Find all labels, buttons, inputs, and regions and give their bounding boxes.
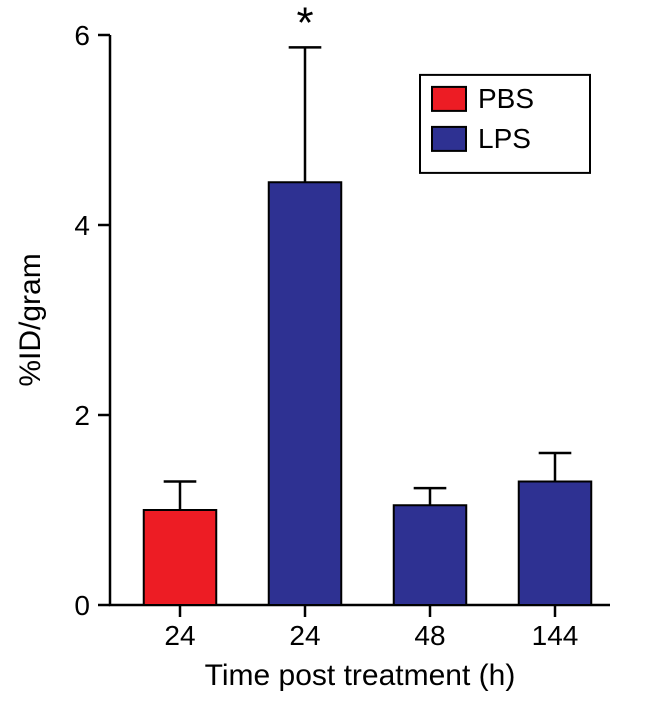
y-tick-label: 2 [74,400,90,431]
legend-label: PBS [478,83,534,114]
x-axis-title: Time post treatment (h) [205,659,516,692]
significance-marker: * [296,0,313,47]
y-axis-title: %ID/gram [14,253,47,386]
x-tick-label: 24 [289,620,320,651]
bar-pbs-24 [144,510,217,605]
y-tick-label: 6 [74,20,90,51]
legend-swatch-lps [432,127,466,151]
bar-lps-48 [394,505,467,605]
x-tick-label: 144 [532,620,579,651]
y-tick-label: 0 [74,590,90,621]
x-tick-label: 48 [414,620,445,651]
legend-swatch-pbs [432,87,466,111]
x-tick-label: 24 [164,620,195,651]
bar-chart: 0246%ID/gram24*2448144Time post treatmen… [0,0,659,713]
bar-lps-24 [269,182,342,605]
legend-label: LPS [478,123,531,154]
bar-lps-144 [519,482,592,606]
y-tick-label: 4 [74,210,90,241]
